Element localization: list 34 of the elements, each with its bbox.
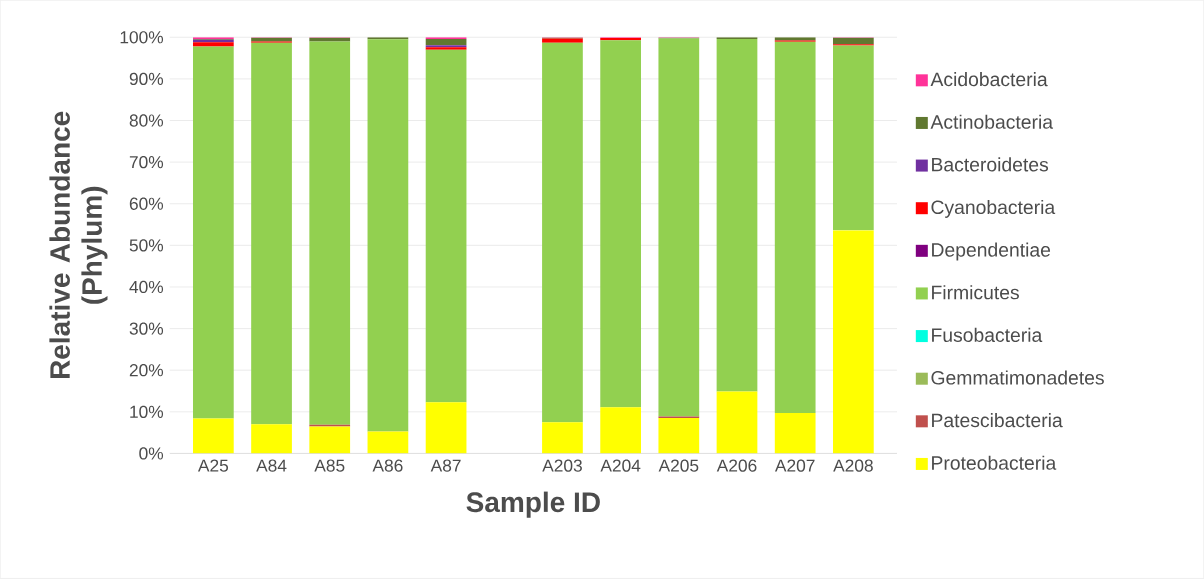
legend-label: Bacteroidetes <box>932 157 1049 172</box>
legend-label: Fusobacteria <box>932 327 1043 343</box>
y-tick-label: 90% <box>129 72 164 86</box>
legend-label: Actinobacteria <box>930 114 1054 129</box>
x-tick-label: A86 <box>372 459 403 472</box>
legend-label: Acidobacteria <box>930 72 1048 87</box>
x-tick-label: A84 <box>256 459 287 472</box>
y-tick-label: 0% <box>139 447 164 460</box>
y-tick-label: 10% <box>130 405 164 419</box>
y-tick-label: 100% <box>120 31 164 44</box>
y-tick-label: 50% <box>129 239 164 252</box>
x-tick-label: A207 <box>774 459 815 472</box>
x-axis-title: Sample ID <box>466 491 600 518</box>
y-tick-label: 20% <box>129 364 164 377</box>
y-tick-label: 40% <box>129 280 164 294</box>
y-tick-label: 30% <box>129 322 164 335</box>
x-tick-label: A206 <box>716 459 757 472</box>
x-tick-label: A204 <box>600 459 641 472</box>
y-tick-label: 80% <box>129 114 164 127</box>
x-tick-label: A25 <box>197 459 229 472</box>
x-tick-label: A85 <box>314 459 345 472</box>
y-axis-title: Relative Abundance (Phylum) <box>49 111 108 379</box>
legend-label: Patescibacteria <box>932 413 1063 428</box>
x-tick-label: A203 <box>542 459 582 472</box>
legend-label: Cyanobacteria <box>931 200 1056 219</box>
legend-label: Firmicutes <box>932 285 1019 300</box>
y-tick-label: 60% <box>129 197 164 210</box>
legend-label: Gemmatimonadetes <box>931 370 1104 385</box>
x-tick-label: A205 <box>658 459 699 472</box>
legend-label: Dependentiae <box>932 242 1051 261</box>
x-tick-label: A87 <box>430 459 461 472</box>
x-tick-label: A208 <box>833 459 873 472</box>
y-tick-label: 70% <box>129 156 164 169</box>
legend-label: Proteobacteria <box>932 455 1057 470</box>
